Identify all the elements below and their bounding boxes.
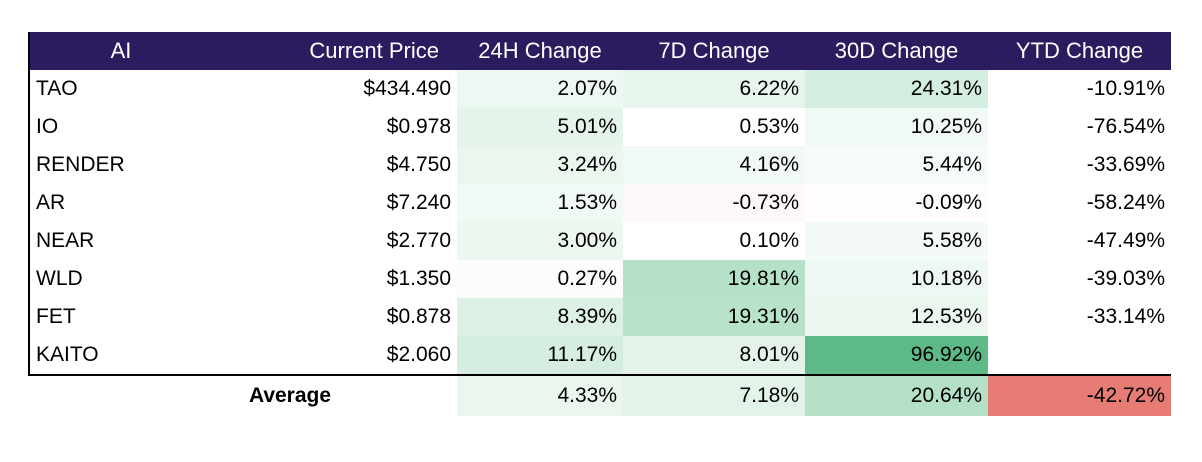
header-ytd-change: YTD Change (988, 32, 1171, 70)
cell-name: AR (28, 184, 212, 222)
cell-price: $2.060 (212, 336, 457, 376)
cell-24h: 1.53% (457, 184, 623, 222)
cell-30d: 5.58% (805, 222, 988, 260)
cell-30d: 12.53% (805, 298, 988, 336)
cell-30d: 10.25% (805, 108, 988, 146)
cell-ytd: -47.49% (988, 222, 1171, 260)
header-row: AI Current Price 24H Change 7D Change 30… (28, 32, 1171, 70)
cell-price: $0.878 (386, 305, 451, 328)
header-7d-change: 7D Change (623, 32, 805, 70)
average-label: Average (248, 384, 332, 407)
cell-ytd: -39.03% (988, 260, 1171, 298)
cell-name: KAITO (28, 336, 212, 376)
cell-price: $434.490 (363, 77, 451, 100)
header-current-price: Current Price (212, 32, 457, 70)
header-ai: AI (28, 32, 212, 70)
header-30d-change: 30D Change (805, 32, 988, 70)
table-row: WLD $1.350 0.27% 19.81% 10.18% -39.03% (28, 260, 1171, 298)
table-row: RENDER $4.750 3.24% 4.16% 5.44% -33.69% (28, 146, 1171, 184)
cell-7d: 4.16% (623, 146, 805, 184)
cell-name: IO (28, 108, 212, 146)
cell-24h: 3.00% (457, 222, 623, 260)
cell-7d: 0.53% (623, 108, 805, 146)
table-row: IO $0.978 5.01% 0.53% 10.25% -76.54% (28, 108, 1171, 146)
cell-30d: 10.18% (805, 260, 988, 298)
header-24h-change: 24H Change (457, 32, 623, 70)
cell-24h: 11.17% (457, 336, 623, 376)
cell-ytd: -76.54% (988, 108, 1171, 146)
cell-name: TAO (28, 70, 212, 108)
average-row: Average 4.33% 7.18% 20.64% -42.72% (29, 375, 1171, 416)
cell-name: FET (28, 298, 212, 336)
average-30d: 20.64% (805, 375, 988, 416)
cell-7d: 19.31% (623, 298, 805, 336)
average-24h: 4.33% (457, 375, 623, 416)
cell-name: NEAR (28, 222, 212, 260)
cell-price: $2.770 (386, 229, 451, 252)
table-row: AR $7.240 1.53% -0.73% -0.09% -58.24% (28, 184, 1171, 222)
cell-7d: 0.10% (623, 222, 805, 260)
cell-ytd: -33.14% (988, 298, 1171, 336)
cell-30d: -0.09% (805, 184, 988, 222)
cell-24h: 0.27% (457, 260, 623, 298)
cell-30d: 96.92% (805, 336, 988, 376)
table-row: TAO $434.490 2.07% 6.22% 24.31% -10.91% (28, 70, 1171, 108)
ai-crypto-performance-table: AI Current Price 24H Change 7D Change 30… (28, 32, 1171, 416)
table-row: NEAR $2.770 3.00% 0.10% 5.58% -47.49% (28, 222, 1171, 260)
cell-7d: -0.73% (623, 184, 805, 222)
cell-ytd (988, 336, 1171, 376)
cell-30d: 5.44% (805, 146, 988, 184)
cell-ytd: -10.91% (988, 70, 1171, 108)
table-row: FET $0.878 8.39% 19.31% 12.53% -33.14% (28, 298, 1171, 336)
cell-24h: 2.07% (457, 70, 623, 108)
cell-ytd: -33.69% (988, 146, 1171, 184)
cell-ytd: -58.24% (988, 184, 1171, 222)
cell-24h: 5.01% (457, 108, 623, 146)
cell-7d: 6.22% (623, 70, 805, 108)
crypto-table-container: AI Current Price 24H Change 7D Change 30… (28, 32, 1171, 416)
cell-24h: 8.39% (457, 298, 623, 336)
cell-price: $0.978 (386, 115, 451, 138)
cell-price: $1.350 (386, 267, 451, 290)
cell-30d: 24.31% (805, 70, 988, 108)
average-7d: 7.18% (623, 375, 805, 416)
cell-price: $4.750 (386, 153, 451, 176)
cell-7d: 8.01% (623, 336, 805, 376)
cell-24h: 3.24% (457, 146, 623, 184)
table-row: KAITO $2.060 11.17% 8.01% 96.92% (28, 336, 1171, 376)
cell-name: RENDER (28, 146, 212, 184)
cell-name: WLD (28, 260, 212, 298)
cell-7d: 19.81% (623, 260, 805, 298)
average-ytd: -42.72% (988, 375, 1171, 416)
cell-price: $7.240 (386, 191, 451, 214)
